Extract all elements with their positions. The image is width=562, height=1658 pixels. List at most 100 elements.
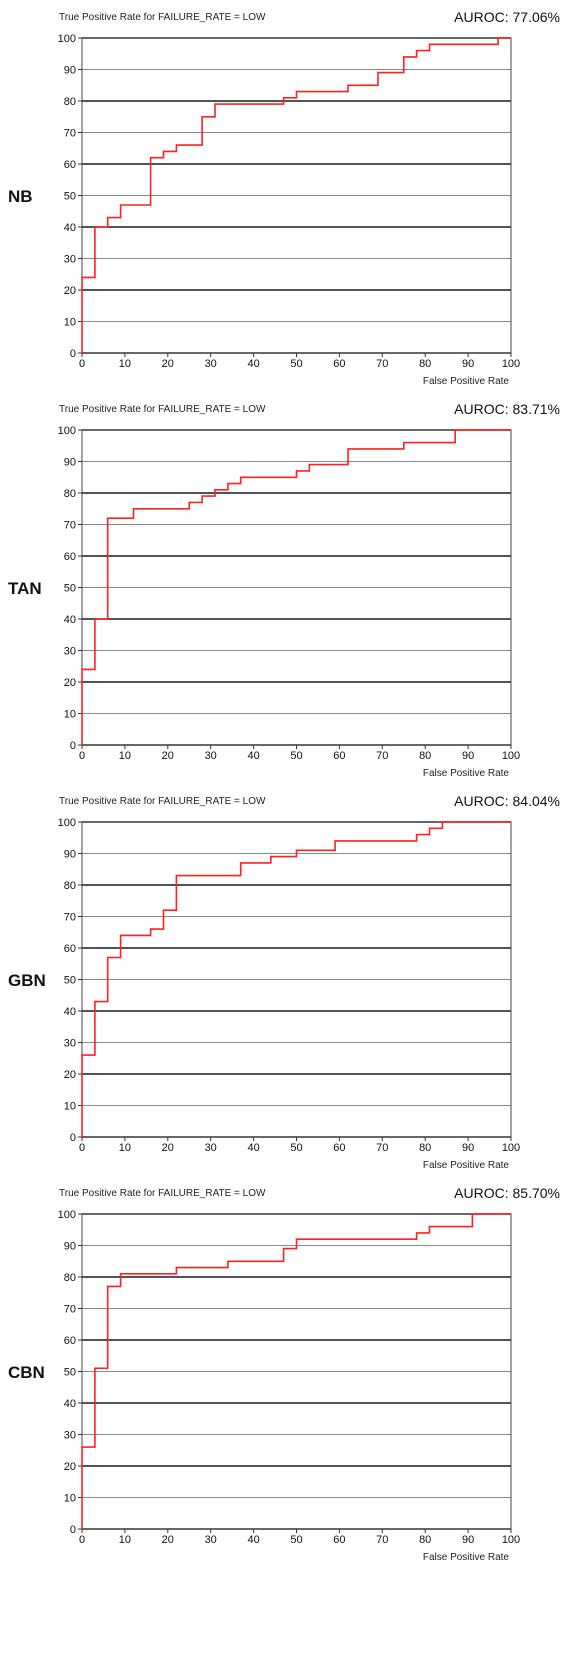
x-tick-label: 30 [205,1142,217,1154]
y-tick-label: 50 [64,975,76,987]
x-tick-label: 30 [205,750,217,762]
roc-curve-line [81,37,511,353]
x-tick-label: 20 [162,358,174,370]
x-tick-label: 10 [119,1534,131,1546]
y-tick-label: 40 [64,1398,76,1410]
x-tick-label: 70 [376,750,388,762]
x-tick-label: 20 [162,750,174,762]
model-label: TAN [8,579,42,598]
x-tick-label: 100 [502,1534,520,1546]
y-tick-label: 90 [64,849,76,861]
roc-panel-cbn: 0 10 20 30 40 50 60 70 80 90 100 0 10 20 30 40 50 60 70 80 9… [0,1176,562,1568]
roc-curve-line [81,429,511,745]
x-tick-label: 40 [247,750,259,762]
y-tick-label: 60 [64,943,76,955]
y-tick-label: 80 [64,96,76,108]
x-tick-label: 10 [119,358,131,370]
x-tick-label: 100 [502,750,520,762]
y-tick-label: 50 [64,1367,76,1379]
x-axis-label: False Positive Rate [423,376,510,387]
y-tick-label: 30 [64,1430,76,1442]
y-tick-label: 70 [64,912,76,924]
y-tick-label: 60 [64,159,76,171]
x-tick-label: 40 [247,358,259,370]
y-tick-label: 60 [64,1335,76,1347]
x-tick-label: 90 [462,1534,474,1546]
x-tick-label: 80 [419,1534,431,1546]
chart-title: True Positive Rate for FAILURE_RATE = LO… [59,1188,266,1199]
roc-curve-line [81,1213,511,1529]
y-tick-label: 90 [64,457,76,469]
x-tick-label: 80 [419,358,431,370]
x-tick-label: 70 [376,1142,388,1154]
x-tick-label: 90 [462,358,474,370]
x-tick-label: 30 [205,358,217,370]
x-tick-label: 0 [79,1534,85,1546]
x-axis-label: False Positive Rate [423,768,510,779]
chart-title: True Positive Rate for FAILURE_RATE = LO… [59,12,266,23]
y-tick-label: 100 [58,817,76,829]
x-tick-label: 90 [462,1142,474,1154]
x-axis-label: False Positive Rate [423,1552,510,1563]
y-tick-label: 30 [64,1038,76,1050]
x-tick-label: 60 [333,1142,345,1154]
model-label: CBN [8,1363,45,1382]
x-tick-label: 100 [502,358,520,370]
x-tick-label: 60 [333,1534,345,1546]
y-tick-label: 30 [64,646,76,658]
auroc-label: AUROC: 84.04% [454,793,560,809]
y-tick-label: 0 [70,740,76,752]
x-tick-label: 90 [462,750,474,762]
roc-panel-tan: 0 10 20 30 40 50 60 70 80 90 100 0 10 20 30 40 50 60 70 80 9… [0,392,562,784]
roc-panel-nb: 0 10 20 30 40 50 60 70 80 90 100 0 10 20 30 40 50 60 70 80 9… [0,0,562,392]
chart-title: True Positive Rate for FAILURE_RATE = LO… [59,404,266,415]
y-tick-label: 10 [64,1493,76,1505]
y-tick-label: 90 [64,1241,76,1253]
y-tick-label: 20 [64,285,76,297]
x-tick-label: 0 [79,750,85,762]
y-tick-label: 20 [64,1069,76,1081]
model-label: NB [8,187,33,206]
y-tick-label: 70 [64,128,76,140]
x-tick-label: 60 [333,750,345,762]
roc-chart-svg: 0 10 20 30 40 50 60 70 80 90 100 0 10 20 30 40 50 60 70 80 9… [8,401,560,779]
x-tick-label: 60 [333,358,345,370]
x-tick-label: 20 [162,1142,174,1154]
roc-panel-gbn: 0 10 20 30 40 50 60 70 80 90 100 0 10 20 30 40 50 60 70 80 9… [0,784,562,1176]
y-tick-label: 90 [64,65,76,77]
y-tick-label: 80 [64,1272,76,1284]
chart-title: True Positive Rate for FAILURE_RATE = LO… [59,796,266,807]
y-tick-label: 20 [64,677,76,689]
x-tick-label: 80 [419,1142,431,1154]
y-tick-label: 0 [70,1524,76,1536]
model-label: GBN [8,971,46,990]
x-tick-label: 40 [247,1534,259,1546]
y-tick-label: 80 [64,488,76,500]
y-tick-label: 50 [64,191,76,203]
y-tick-label: 60 [64,551,76,563]
x-tick-label: 100 [502,1142,520,1154]
y-tick-label: 0 [70,1132,76,1144]
x-tick-label: 50 [290,1142,302,1154]
x-tick-label: 0 [79,1142,85,1154]
auroc-label: AUROC: 77.06% [454,9,560,25]
y-tick-label: 100 [58,33,76,45]
roc-chart-svg: 0 10 20 30 40 50 60 70 80 90 100 0 10 20 30 40 50 60 70 80 9… [8,1185,560,1563]
x-tick-label: 30 [205,1534,217,1546]
y-tick-label: 40 [64,222,76,234]
y-tick-label: 50 [64,583,76,595]
roc-chart-svg: 0 10 20 30 40 50 60 70 80 90 100 0 10 20 30 40 50 60 70 80 9… [8,9,560,387]
x-tick-label: 80 [419,750,431,762]
y-tick-label: 10 [64,709,76,721]
y-tick-label: 70 [64,520,76,532]
x-tick-label: 70 [376,358,388,370]
x-tick-label: 10 [119,1142,131,1154]
y-tick-label: 100 [58,1209,76,1221]
y-tick-label: 10 [64,1101,76,1113]
x-tick-label: 0 [79,358,85,370]
y-tick-label: 20 [64,1461,76,1473]
y-tick-label: 100 [58,425,76,437]
roc-curve-line [81,821,511,1137]
y-tick-label: 80 [64,880,76,892]
y-tick-label: 30 [64,254,76,266]
